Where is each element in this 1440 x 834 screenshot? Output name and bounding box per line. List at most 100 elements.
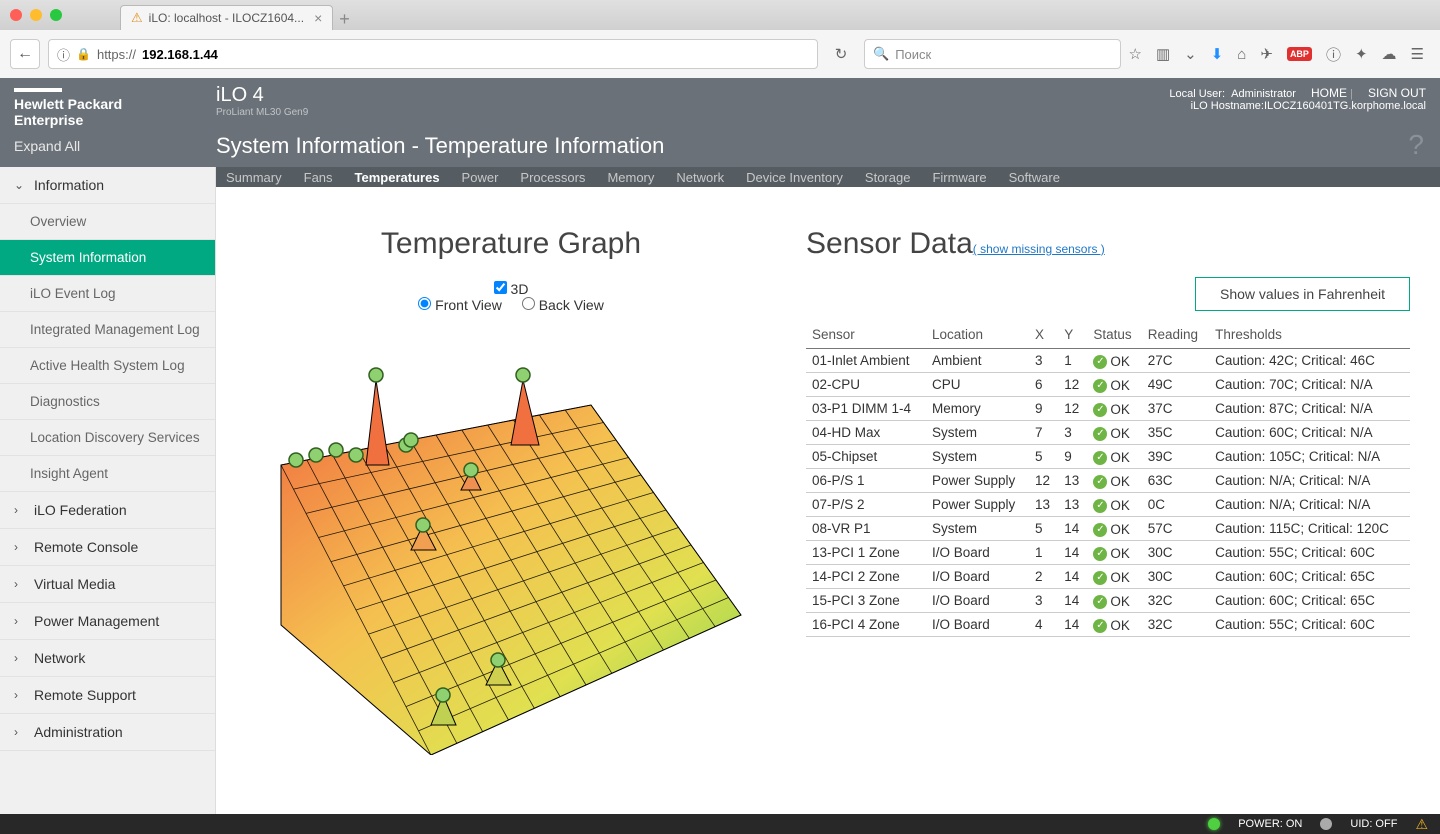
brand: Hewlett PackardEnterprise [14,88,122,128]
signout-link[interactable]: SIGN OUT [1368,86,1426,100]
download-icon[interactable]: ⬇ [1211,45,1224,63]
table-row: 07-P/S 2Power Supply1313✓OK0CCaution: N/… [806,493,1410,517]
new-tab-button[interactable]: + [339,9,350,30]
sidebar-item-ilo-event-log[interactable]: iLO Event Log [0,276,215,312]
fahrenheit-button[interactable]: Show values in Fahrenheit [1195,277,1410,311]
sidebar-item-power-management[interactable]: ›Power Management [0,603,215,640]
table-row: 14-PCI 2 ZoneI/O Board214✓OK30CCaution: … [806,565,1410,589]
send-icon[interactable]: ✈ [1260,45,1273,63]
home-link[interactable]: HOME [1311,86,1347,100]
cell: 2 [1029,565,1058,589]
sidebar-item-label: Remote Console [34,539,138,555]
sidebar-item-network[interactable]: › Network [0,640,215,677]
cell: Caution: 115C; Critical: 120C [1209,517,1410,541]
cell: 13 [1029,493,1058,517]
cell: Caution: N/A; Critical: N/A [1209,469,1410,493]
browser-search[interactable]: 🔍 Поиск [864,39,1121,69]
tab-summary[interactable]: Summary [226,170,282,185]
cell: 63C [1142,469,1209,493]
menu-icon[interactable]: ☰ [1411,45,1424,63]
cell: 02-CPU [806,373,926,397]
cell: I/O Board [926,565,1029,589]
sidebar-item-diagnostics[interactable]: Diagnostics [0,384,215,420]
maximize-window-button[interactable] [50,9,62,21]
table-row: 06-P/S 1Power Supply1213✓OK63CCaution: N… [806,469,1410,493]
cell: 06-P/S 1 [806,469,926,493]
radio-back-view[interactable]: Back View [522,297,604,313]
tab-storage[interactable]: Storage [865,170,911,185]
warning-icon: ⚠ [131,10,143,26]
sidebar-item-administration[interactable]: ›Administration [0,714,215,751]
sidebar-item-system-information[interactable]: System Information [0,240,215,276]
sidebar-item-label: Network [34,650,85,666]
cell: 3 [1029,589,1058,613]
tab-power[interactable]: Power [462,170,499,185]
tab-firmware[interactable]: Firmware [932,170,986,185]
tab-temperatures[interactable]: Temperatures [355,170,440,185]
cell: Caution: 87C; Critical: N/A [1209,397,1410,421]
power-status: POWER: ON [1238,818,1302,830]
chevron-icon: › [14,503,26,517]
sidebar-item-remote-support[interactable]: ›Remote Support [0,677,215,714]
sidebar-item-label: Virtual Media [34,576,115,592]
expand-all-link[interactable]: Expand All [14,138,80,154]
info2-icon[interactable]: ⓘ [1326,44,1341,65]
minimize-window-button[interactable] [30,9,42,21]
help-icon[interactable]: ? [1408,129,1424,161]
col-y: Y [1058,321,1087,349]
reload-button[interactable]: ↻ [826,39,856,69]
sidebar-item-label: iLO Federation [34,502,127,518]
tab-network[interactable]: Network [676,170,724,185]
lock-warning-icon: 🔒 [76,47,91,61]
close-window-button[interactable] [10,9,22,21]
cell: System [926,421,1029,445]
tab-device-inventory[interactable]: Device Inventory [746,170,843,185]
sidebar-item-ilo-federation[interactable]: › iLO Federation [0,492,215,529]
sidebar-item-integrated-management-log[interactable]: Integrated Management Log [0,312,215,348]
cell: 13 [1058,469,1087,493]
sidebar-item-insight-agent[interactable]: Insight Agent [0,456,215,492]
app-header: Hewlett PackardEnterprise iLO 4 ProLiant… [0,78,1440,131]
tab-processors[interactable]: Processors [520,170,585,185]
tab-memory[interactable]: Memory [607,170,654,185]
cell: 57C [1142,517,1209,541]
back-button[interactable]: ← [10,39,40,69]
sidebar-item-virtual-media[interactable]: ›Virtual Media [0,566,215,603]
sidebar-item-overview[interactable]: Overview [0,204,215,240]
cell: 7 [1029,421,1058,445]
cell: 14 [1058,565,1087,589]
table-row: 02-CPUCPU612✓OK49CCaution: 70C; Critical… [806,373,1410,397]
chat-icon[interactable]: ☁ [1382,45,1397,63]
home-icon[interactable]: ⌂ [1237,46,1246,63]
library-icon[interactable]: ▥ [1156,45,1170,63]
abp-icon[interactable]: ABP [1287,47,1312,61]
sidebar-item-location-discovery-services[interactable]: Location Discovery Services [0,420,215,456]
browser-titlebar: ⚠ iLO: localhost - ILOCZ1604... × + [0,0,1440,30]
status-ok-icon: ✓ [1093,403,1107,417]
sidebar-item-information[interactable]: ⌄Information [0,167,215,204]
col-status: Status [1087,321,1141,349]
sidebar-item-remote-console[interactable]: ›Remote Console [0,529,215,566]
puzzle-icon[interactable]: ✦ [1355,45,1368,63]
uid-led-icon [1320,818,1332,830]
browser-tab[interactable]: ⚠ iLO: localhost - ILOCZ1604... × [120,5,333,30]
cell: I/O Board [926,589,1029,613]
cell: Caution: 55C; Critical: 60C [1209,613,1410,637]
tab-fans[interactable]: Fans [304,170,333,185]
url-input[interactable]: ⓘ 🔒 https://192.168.1.44 [48,39,818,69]
cell: 5 [1029,517,1058,541]
radio-front-view[interactable]: Front View [418,297,502,313]
show-missing-link[interactable]: ( show missing sensors ) [973,242,1105,256]
bookmark-icon[interactable]: ☆ [1129,45,1142,63]
footer-warning-icon: ⚠ [1415,816,1428,833]
chevron-icon: › [14,651,26,665]
cell-status: ✓OK [1087,373,1141,397]
product-subtitle: ProLiant ML30 Gen9 [216,107,308,118]
sidebar-item-active-health-system-log[interactable]: Active Health System Log [0,348,215,384]
tab-close-button[interactable]: × [314,10,322,26]
pocket-icon[interactable]: ⌄ [1184,45,1197,63]
chevron-icon: ⌄ [14,178,26,192]
cell: 14 [1058,541,1087,565]
checkbox-3d[interactable]: 3D [494,281,529,297]
tab-software[interactable]: Software [1009,170,1060,185]
